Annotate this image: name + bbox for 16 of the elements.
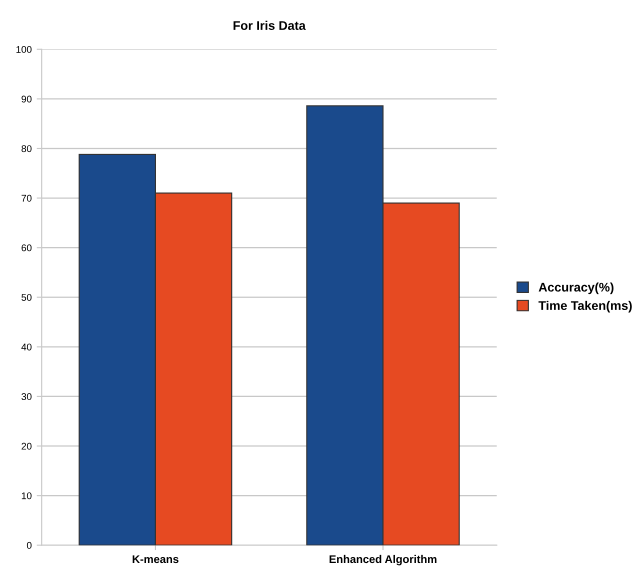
y-tick-label: 0 <box>26 542 32 549</box>
y-tick-label: 50 <box>22 294 32 301</box>
y-tick-label: 20 <box>22 442 32 450</box>
chart-title: For Iris Data <box>234 20 306 30</box>
y-tick-label: 80 <box>22 145 32 152</box>
y-tick-label: 40 <box>21 344 32 350</box>
legend-label: Time Taken(ms) <box>538 300 632 312</box>
y-tick-label: 100 <box>16 46 32 53</box>
y-tick-label: 30 <box>22 393 32 400</box>
y-tick-label: 60 <box>22 244 32 252</box>
x-tick-label: Enhanced Algorithm <box>330 554 436 566</box>
y-tick-label: 10 <box>22 492 32 500</box>
y-tick-label: 90 <box>22 96 32 103</box>
y-tick-label: 70 <box>22 194 32 202</box>
x-tick-label: K-means <box>132 555 178 564</box>
legend-label: Accuracy(%) <box>538 282 614 294</box>
